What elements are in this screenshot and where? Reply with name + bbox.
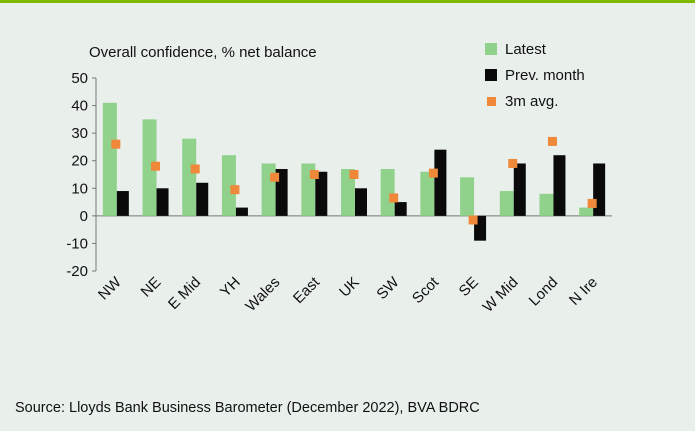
bar-prev-month-sw: [394, 202, 407, 216]
legend-label-latest: Latest: [505, 40, 546, 58]
x-tick-label-nw: NW: [95, 273, 125, 303]
x-tick-label-e-mid: E Mid: [165, 274, 204, 313]
bar-latest-e-mid: [182, 138, 197, 216]
marker-3m-avg-lond: [547, 136, 557, 146]
x-tick-label-east: East: [290, 273, 324, 307]
marker-3m-avg-se: [468, 215, 478, 225]
marker-3m-avg-yh: [230, 185, 240, 195]
bar-prev-month-east: [315, 171, 328, 216]
bar-latest-ne: [142, 119, 157, 216]
marker-3m-avg-nw: [111, 139, 121, 149]
marker-3m-avg-ne: [151, 161, 161, 171]
x-tick-label-sw: SW: [373, 273, 403, 303]
marker-3m-avg-uk: [349, 170, 359, 179]
x-tick-label-ne: NE: [138, 274, 165, 301]
y-tick-label: 50: [71, 70, 88, 87]
bar-latest-w-mid: [499, 191, 514, 216]
bar-prev-month-ne: [156, 188, 169, 216]
marker-3m-avg-e-mid: [190, 164, 200, 174]
marker-3m-avg-east: [309, 170, 319, 179]
bar-prev-month-lond: [553, 155, 566, 216]
top-accent-rule: [0, 0, 695, 3]
y-tick-label: 0: [80, 208, 88, 225]
bar-prev-month-yh: [235, 207, 248, 216]
x-tick-label-w-mid: W Mid: [480, 274, 522, 316]
marker-3m-avg-n-ire: [587, 198, 597, 208]
marker-3m-avg-sw: [389, 193, 399, 203]
bar-latest-se: [460, 177, 475, 216]
legend-swatch-latest: [485, 43, 497, 55]
y-tick-label: 40: [71, 98, 88, 115]
chart-title: Overall confidence, % net balance: [89, 44, 317, 61]
bar-prev-month-nw: [116, 191, 129, 216]
legend-swatch-3m-avg: [487, 96, 496, 106]
y-tick-label: 30: [71, 125, 88, 142]
bar-prev-month-n-ire: [593, 163, 606, 216]
bar-prev-month-e-mid: [196, 182, 209, 216]
bar-latest-yh: [221, 155, 236, 216]
bar-prev-month-uk: [355, 188, 367, 216]
legend-label-3m-avg: 3m avg.: [505, 92, 559, 110]
bar-latest-lond: [539, 193, 554, 216]
x-tick-label-se: SE: [456, 274, 482, 300]
bar-latest-n-ire: [579, 207, 594, 216]
bar-prev-month-scot: [434, 149, 447, 216]
bar-prev-month-w-mid: [513, 163, 526, 216]
legend-item-prev-month: Prev. month: [485, 62, 585, 88]
y-tick-label: -10: [66, 235, 88, 252]
x-tick-label-uk: UK: [336, 274, 363, 301]
bar-latest-sw: [380, 168, 395, 216]
chart-legend: Latest Prev. month 3m avg.: [485, 36, 585, 114]
y-tick-label: 10: [71, 180, 88, 197]
source-note: Source: Lloyds Bank Business Barometer (…: [15, 400, 480, 416]
x-tick-label-lond: Lond: [526, 274, 562, 310]
y-tick-label: -20: [66, 263, 88, 280]
marker-3m-avg-w-mid: [508, 158, 518, 168]
y-tick-label: 20: [71, 153, 88, 170]
x-tick-label-yh: YH: [217, 274, 244, 301]
bar-latest-uk: [341, 168, 355, 216]
x-tick-label-wales: Wales: [242, 274, 283, 315]
x-tick-label-n-ire: N Ire: [566, 274, 601, 309]
x-tick-label-scot: Scot: [409, 273, 443, 307]
marker-3m-avg-wales: [270, 172, 280, 182]
bar-latest-wales: [261, 163, 276, 216]
bar-latest-scot: [420, 171, 435, 216]
marker-3m-avg-scot: [428, 168, 438, 178]
legend-item-latest: Latest: [485, 36, 585, 62]
legend-swatch-prev-month: [485, 69, 497, 81]
legend-item-3m-avg: 3m avg.: [485, 88, 585, 114]
bar-latest-nw: [102, 102, 117, 216]
legend-label-prev-month: Prev. month: [505, 66, 585, 84]
